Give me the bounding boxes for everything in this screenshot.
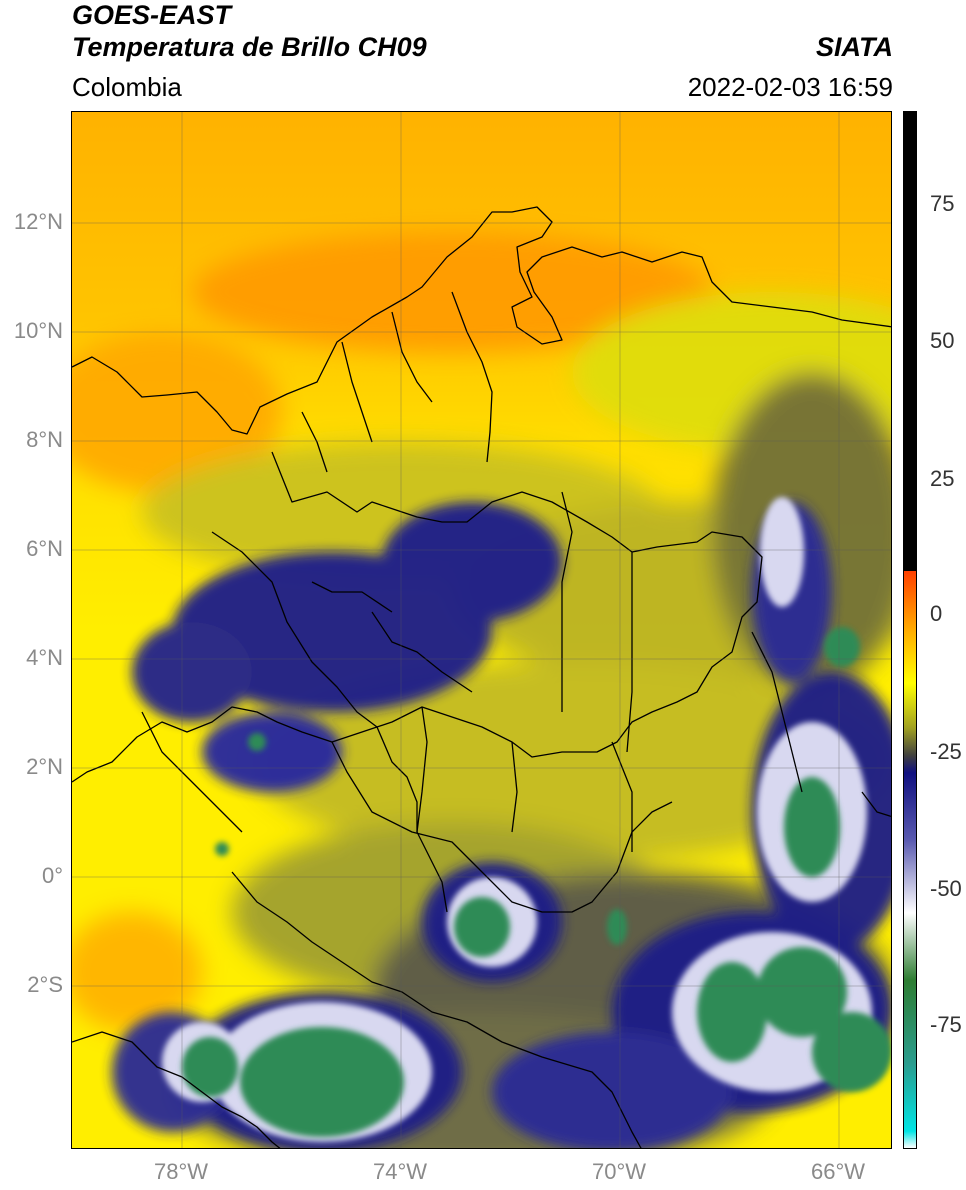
lat-label-12n: 12°N <box>13 209 63 234</box>
lat-label-2n: 2°N <box>26 754 63 779</box>
lat-label-10n: 10°N <box>13 318 63 343</box>
agency-label: SIATA <box>816 32 893 62</box>
datetime-label: 2022-02-03 16:59 <box>687 72 893 102</box>
colorbar-tick-50: 50 <box>930 328 955 353</box>
satellite-title: GOES-EAST <box>72 0 232 30</box>
colorbar-tick-neg75: -75 <box>930 1012 962 1037</box>
brightness-temperature-field <box>72 112 891 1148</box>
lat-label-2s: 2°S <box>27 972 63 997</box>
lat-label-6n: 6°N <box>26 536 63 561</box>
colorbar-tick-25: 25 <box>930 466 955 491</box>
colorbar-tick-0: 0 <box>930 601 943 626</box>
region-label: Colombia <box>72 72 182 102</box>
satellite-map[interactable] <box>71 111 892 1149</box>
product-title: Temperatura de Brillo CH09 <box>72 32 427 62</box>
colorbar-tick-neg50: -50 <box>930 876 962 901</box>
lon-label-74w: 74°W <box>373 1159 428 1184</box>
colorbar-tick-neg25: -25 <box>930 739 962 764</box>
lat-label-8n: 8°N <box>26 427 63 452</box>
lon-label-78w: 78°W <box>154 1159 209 1184</box>
lon-label-66w: 66°W <box>811 1159 866 1184</box>
lon-label-70w: 70°W <box>592 1159 647 1184</box>
colorbar-tick-75: 75 <box>930 191 955 216</box>
temperature-colorbar <box>903 111 917 1149</box>
lat-label-0: 0° <box>41 863 63 888</box>
lat-label-4n: 4°N <box>26 645 63 670</box>
